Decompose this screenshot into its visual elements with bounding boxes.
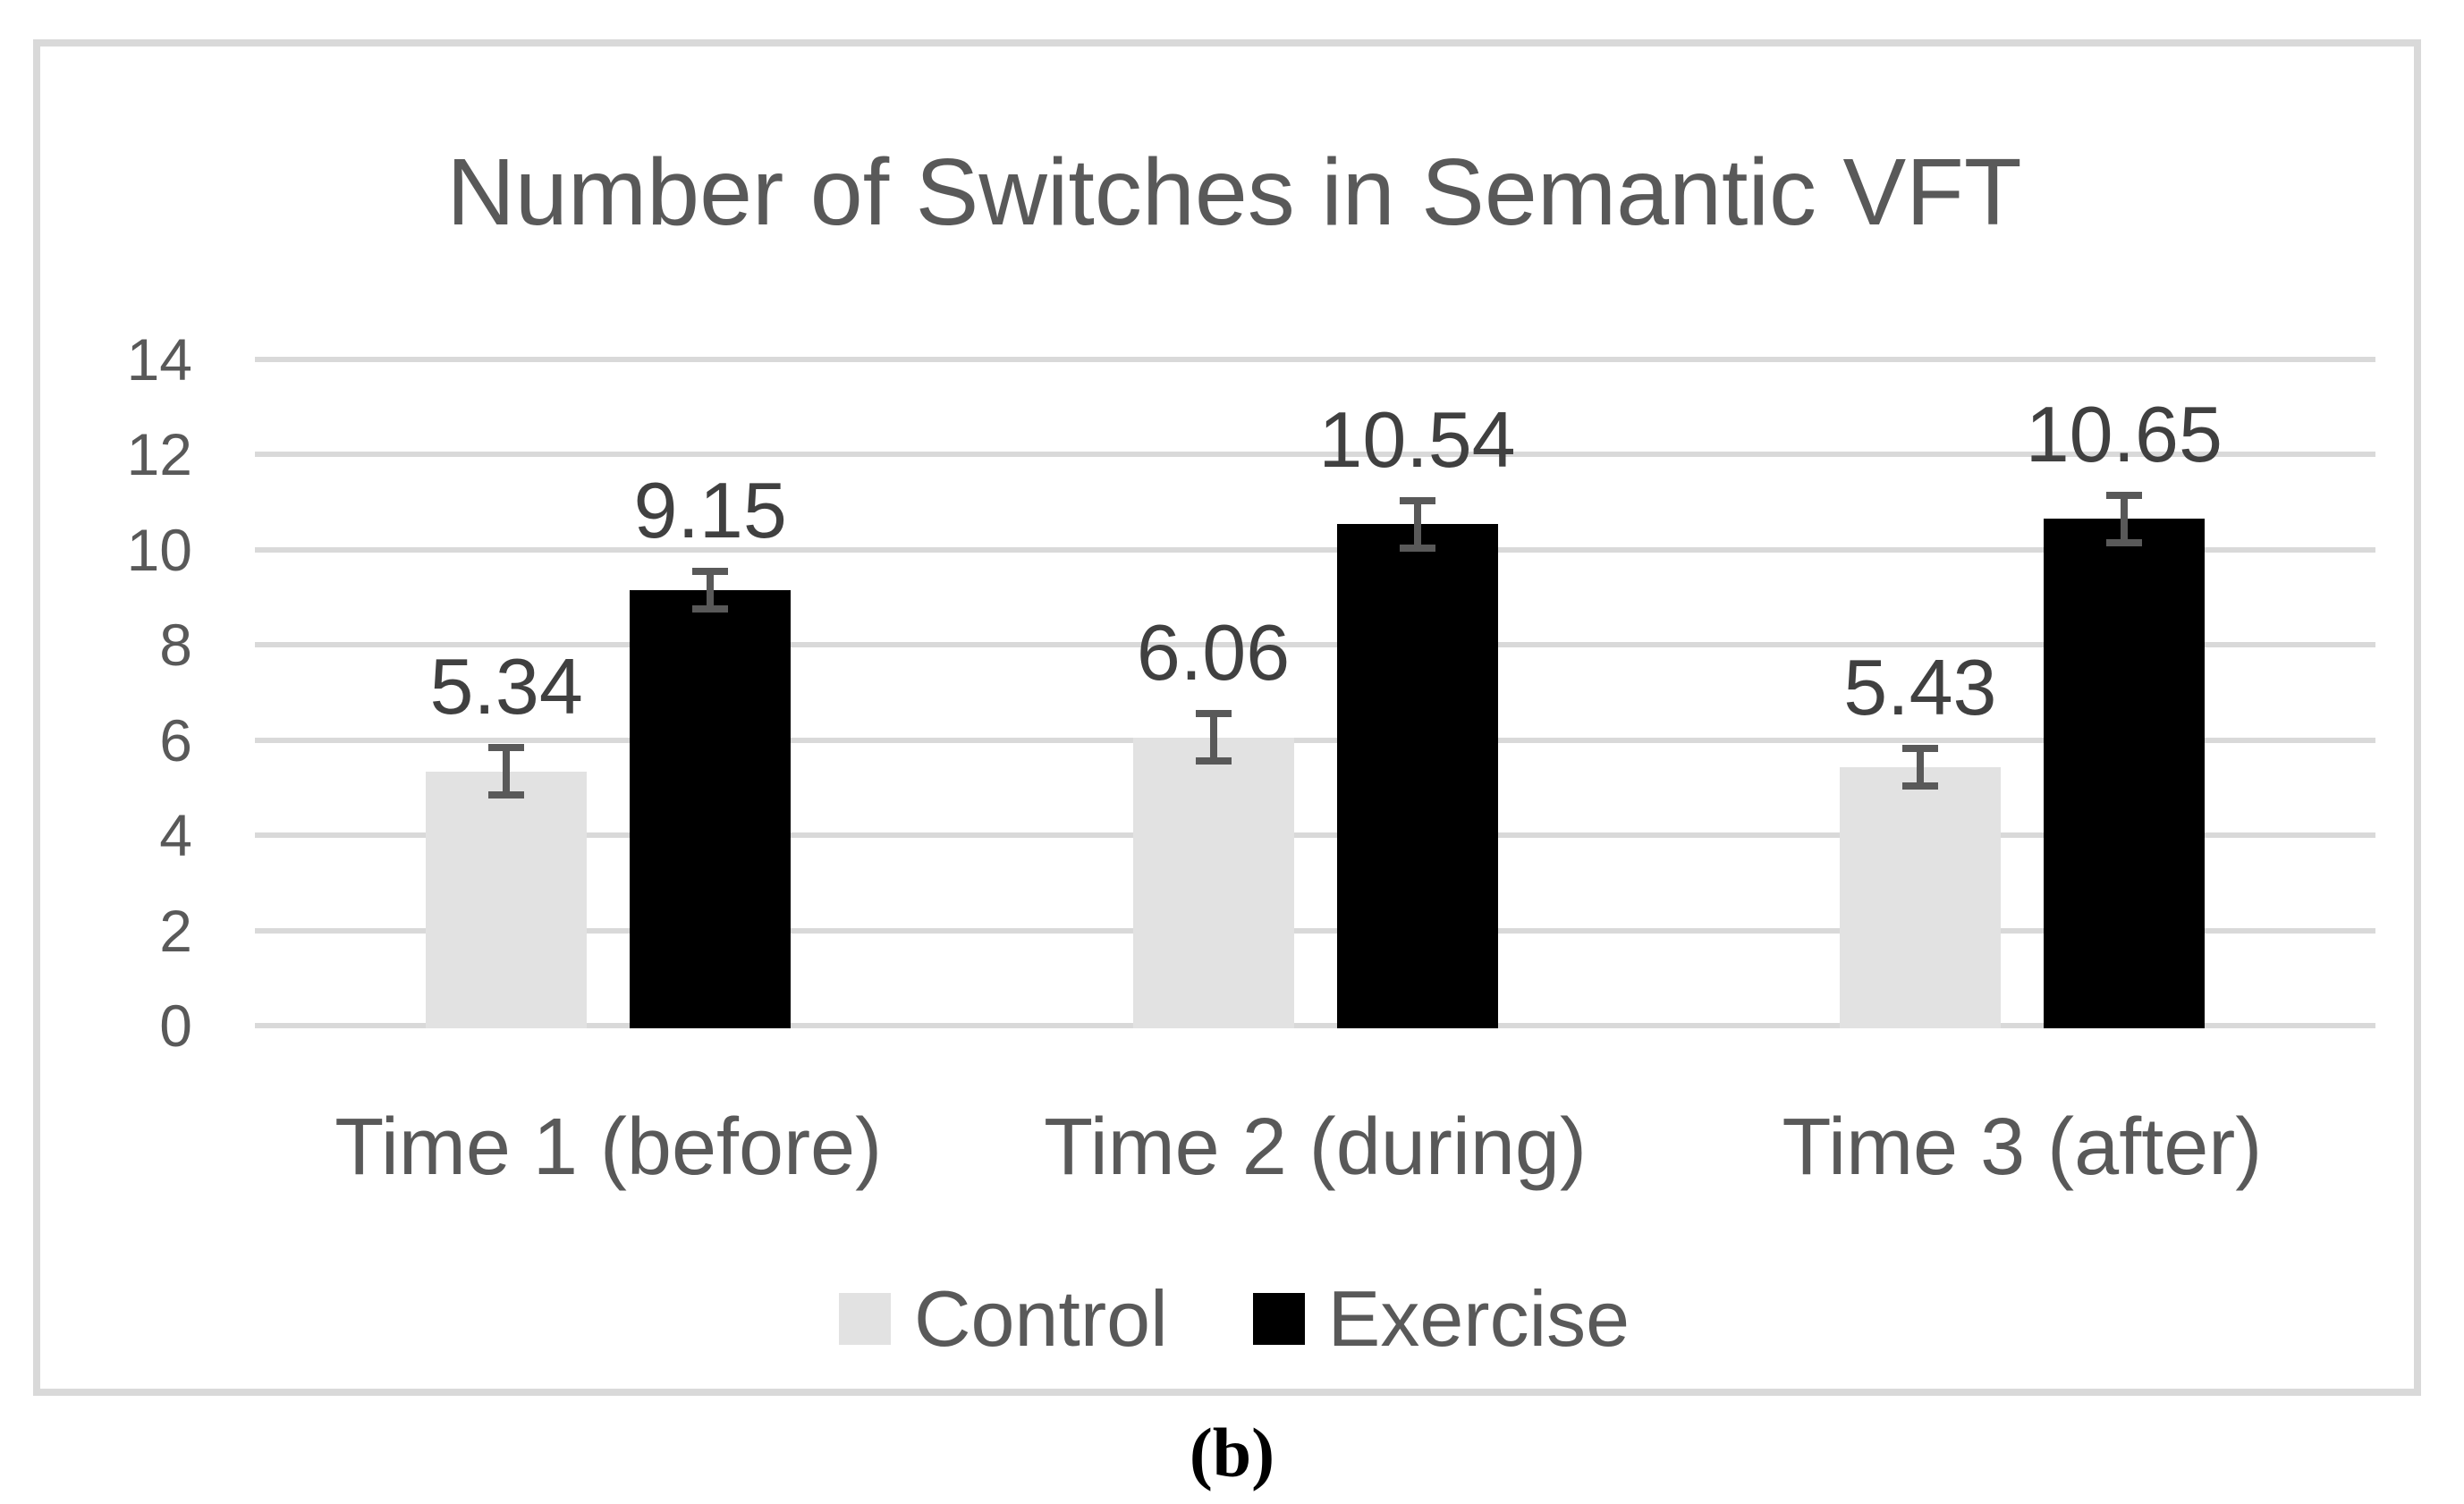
gridline	[255, 642, 2375, 648]
error-bar-cap-top	[692, 567, 729, 575]
legend-swatch-exercise	[1252, 1293, 1305, 1345]
bar-control	[426, 771, 588, 1028]
data-label: 6.06	[1136, 607, 1291, 697]
x-axis-label: Time 3 (after)	[1782, 1103, 2263, 1192]
legend-label-control: Control	[913, 1274, 1168, 1363]
data-label: 10.65	[2025, 389, 2223, 478]
bar-control	[1839, 767, 2001, 1028]
error-bar-cap-top	[1399, 496, 1435, 504]
error-bar-cap-bottom	[2105, 538, 2142, 546]
figure-caption: (b)	[1189, 1414, 1275, 1491]
error-bar-cap-bottom	[488, 791, 525, 799]
y-tick-label: 4	[159, 802, 192, 869]
gridline	[255, 927, 2375, 934]
x-axis-label: Time 1 (before)	[334, 1103, 883, 1192]
y-tick-label: 0	[159, 993, 192, 1059]
legend-label-exercise: Exercise	[1327, 1274, 1630, 1363]
y-tick-label: 14	[126, 326, 192, 393]
legend-swatch-control	[838, 1293, 891, 1345]
gridline	[255, 737, 2375, 743]
legend-item-control: Control	[838, 1273, 1168, 1365]
gridline	[255, 546, 2375, 553]
error-bar-whisker	[1413, 500, 1421, 548]
legend-item-exercise: Exercise	[1252, 1273, 1630, 1365]
chart-panel: Number of Switches in Semantic VFT 0 2 4 6 8…	[33, 39, 2421, 1396]
error-bar-cap-bottom	[1901, 782, 1938, 790]
chart-title: Number of Switches in Semantic VFT	[446, 139, 2022, 245]
gridline	[255, 357, 2375, 362]
error-bar-cap-bottom	[1195, 757, 1232, 765]
error-bar-cap-top	[2105, 491, 2142, 499]
gridline	[255, 1023, 2375, 1028]
bar-exercise	[2043, 519, 2205, 1028]
bar-exercise	[630, 590, 792, 1028]
gridline	[255, 832, 2375, 839]
error-bar-cap-top	[1195, 709, 1232, 717]
y-tick-label: 8	[159, 612, 192, 679]
error-bar-cap-bottom	[1399, 544, 1435, 552]
data-label: 5.34	[429, 642, 583, 731]
error-bar-cap-bottom	[692, 605, 729, 613]
bar-exercise	[1336, 524, 1498, 1028]
y-tick-label: 12	[126, 421, 192, 488]
y-tick-label: 2	[159, 897, 192, 964]
error-bar-whisker	[707, 570, 715, 610]
data-label: 10.54	[1318, 394, 1516, 484]
x-axis-label: Time 2 (during)	[1044, 1103, 1587, 1192]
error-bar-whisker	[1916, 748, 1924, 787]
error-bar-cap-top	[1901, 744, 1938, 752]
gridline	[255, 452, 2375, 458]
error-bar-whisker	[1209, 713, 1217, 762]
bar-control	[1132, 737, 1294, 1028]
data-label: 9.15	[633, 465, 787, 554]
y-tick-label: 10	[126, 516, 192, 583]
error-bar-whisker	[503, 748, 511, 796]
error-bar-whisker	[2120, 494, 2128, 543]
data-label: 5.43	[1843, 642, 1997, 731]
y-tick-label: 6	[159, 706, 192, 773]
error-bar-cap-top	[488, 744, 525, 752]
legend: Control Exercise	[40, 1273, 2428, 1365]
